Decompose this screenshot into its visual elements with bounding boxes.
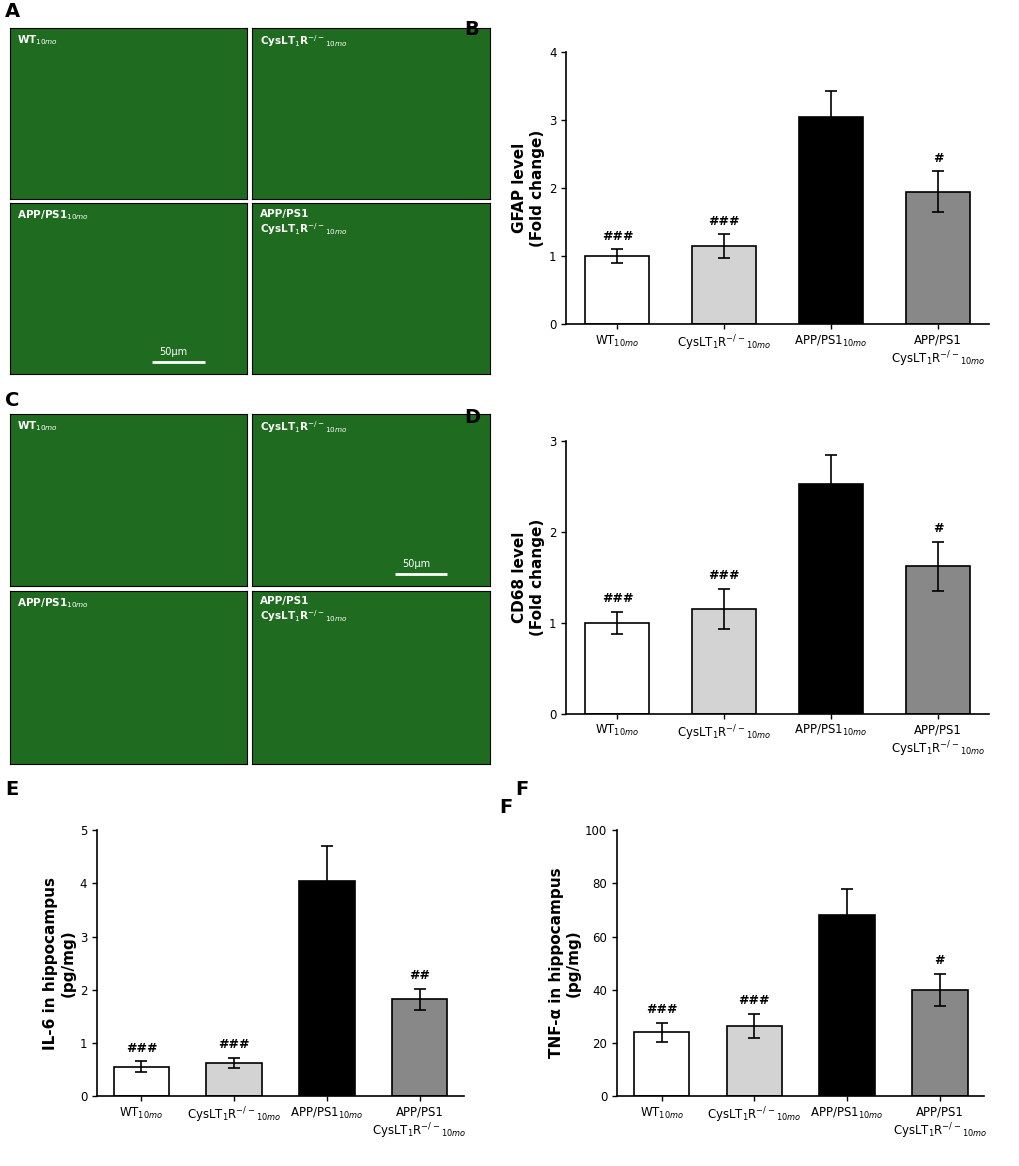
Text: #: # bbox=[932, 522, 943, 535]
Text: WT$_{10mo}$: WT$_{10mo}$ bbox=[17, 33, 58, 47]
Bar bbox=[113, 1067, 169, 1096]
Text: APP/PS1$_{10mo}$: APP/PS1$_{10mo}$ bbox=[17, 209, 89, 223]
Y-axis label: GFAP level
(Fold change): GFAP level (Fold change) bbox=[512, 129, 544, 247]
Bar bbox=[905, 567, 969, 714]
Bar bbox=[585, 257, 649, 324]
Text: CysLT$_1$R$^{-/-}$$_{10mo}$: CysLT$_1$R$^{-/-}$$_{10mo}$ bbox=[259, 419, 346, 435]
Text: F: F bbox=[515, 780, 528, 799]
Text: CysLT$_1$R$^{-/-}$$_{10mo}$: CysLT$_1$R$^{-/-}$$_{10mo}$ bbox=[259, 33, 346, 49]
Text: ###: ### bbox=[738, 993, 769, 1007]
Y-axis label: TNF-α in hippocampus
(pg/mg): TNF-α in hippocampus (pg/mg) bbox=[548, 868, 581, 1059]
Bar bbox=[299, 880, 355, 1096]
Bar bbox=[206, 1063, 262, 1096]
Text: B: B bbox=[464, 20, 479, 38]
Text: APP/PS1$_{10mo}$: APP/PS1$_{10mo}$ bbox=[17, 596, 89, 610]
Y-axis label: IL-6 in hippocampus
(pg/mg): IL-6 in hippocampus (pg/mg) bbox=[43, 877, 75, 1049]
Bar bbox=[818, 915, 874, 1096]
Text: ###: ### bbox=[601, 230, 633, 243]
Text: ##: ## bbox=[409, 969, 430, 982]
Text: ###: ### bbox=[645, 1003, 677, 1017]
Bar bbox=[798, 117, 862, 324]
Bar bbox=[911, 990, 967, 1096]
Y-axis label: CD68 level
(Fold change): CD68 level (Fold change) bbox=[512, 519, 544, 635]
Text: #: # bbox=[932, 152, 943, 164]
Text: 50μm: 50μm bbox=[401, 560, 430, 569]
Text: E: E bbox=[5, 780, 18, 799]
Text: A: A bbox=[5, 2, 20, 21]
Bar bbox=[692, 609, 756, 714]
Bar bbox=[905, 191, 969, 324]
Text: C: C bbox=[5, 391, 19, 409]
Text: ###: ### bbox=[218, 1038, 250, 1051]
Bar bbox=[726, 1026, 782, 1096]
Bar bbox=[692, 246, 756, 324]
Bar bbox=[798, 484, 862, 714]
Text: ###: ### bbox=[125, 1042, 157, 1055]
Text: WT$_{10mo}$: WT$_{10mo}$ bbox=[17, 419, 58, 433]
Bar bbox=[585, 623, 649, 714]
Bar bbox=[633, 1032, 689, 1096]
Text: ###: ### bbox=[601, 592, 633, 605]
Text: D: D bbox=[464, 408, 480, 427]
Bar bbox=[391, 999, 447, 1096]
Text: ###: ### bbox=[708, 569, 740, 582]
Text: APP/PS1
CysLT$_1$R$^{-/-}$$_{10mo}$: APP/PS1 CysLT$_1$R$^{-/-}$$_{10mo}$ bbox=[259, 209, 346, 237]
Text: F: F bbox=[499, 799, 513, 817]
Text: ###: ### bbox=[708, 215, 740, 227]
Text: #: # bbox=[933, 954, 945, 967]
Text: APP/PS1
CysLT$_1$R$^{-/-}$$_{10mo}$: APP/PS1 CysLT$_1$R$^{-/-}$$_{10mo}$ bbox=[259, 596, 346, 625]
Text: 50μm: 50μm bbox=[159, 347, 187, 357]
